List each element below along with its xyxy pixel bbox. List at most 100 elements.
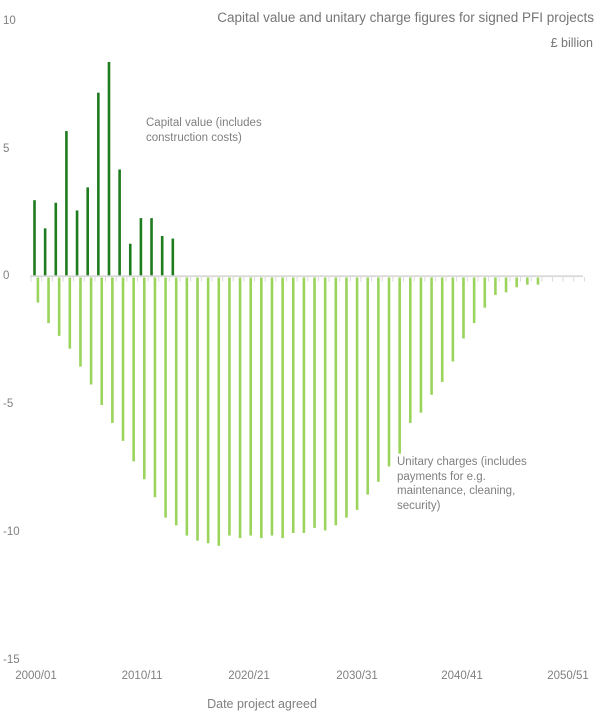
chart-title: Capital value and unitary charge figures… xyxy=(217,10,594,25)
x-axis-tick xyxy=(73,277,75,282)
capital-value-annotation: Capital value (includes construction cos… xyxy=(146,116,262,145)
unitary-charge-bar xyxy=(238,277,242,539)
x-axis-tick xyxy=(285,277,287,282)
unitary-charge-bar xyxy=(291,277,295,533)
unitary-charge-bar xyxy=(323,277,327,531)
unitary-charges-annotation-line4: security) xyxy=(397,499,441,512)
x-axis-tick xyxy=(402,277,404,282)
unitary-charge-bar xyxy=(472,277,476,324)
capital-value-bar xyxy=(75,210,79,276)
x-axis-tick xyxy=(434,277,436,282)
x-axis-tick xyxy=(498,277,500,282)
unitary-charge-bar xyxy=(111,277,114,423)
x-axis-tick xyxy=(520,277,521,282)
unitary-charge-bar xyxy=(334,277,338,526)
capital-value-bar xyxy=(128,243,132,276)
capital-value-bar xyxy=(97,92,100,276)
unitary-charge-bar xyxy=(164,277,167,518)
x-tick-label-2050-51: 2050/51 xyxy=(547,670,589,682)
x-axis-tick xyxy=(51,277,53,282)
unitary-charge-bar xyxy=(47,277,50,324)
capital-value-annotation-line1: Capital value (includes xyxy=(146,117,262,129)
x-axis-tick xyxy=(445,277,447,282)
unitary-charge-bar xyxy=(217,277,221,546)
x-axis-tick xyxy=(466,277,468,282)
x-axis-tick xyxy=(573,277,575,282)
capital-value-bar xyxy=(139,218,143,276)
x-axis-tick xyxy=(509,277,511,282)
unitary-charge-bar xyxy=(377,277,380,482)
x-axis-tick xyxy=(349,277,351,282)
capital-value-bar xyxy=(86,187,89,276)
unitary-charge-bar xyxy=(430,277,433,395)
x-axis-tick xyxy=(41,277,43,282)
unitary-charge-bar xyxy=(526,277,529,285)
unitary-charge-bar xyxy=(249,277,252,536)
x-axis-tick xyxy=(232,277,234,282)
x-tick-label-2010-11: 2010/11 xyxy=(121,670,163,682)
x-axis-tick xyxy=(179,277,181,282)
x-axis-tick xyxy=(254,277,255,282)
y-tick-label-0: 0 xyxy=(3,270,10,282)
x-axis-tick xyxy=(136,277,138,282)
x-axis-tick xyxy=(83,277,85,282)
capital-value-bar xyxy=(65,131,68,276)
unitary-charge-bar xyxy=(536,277,540,285)
capital-value-annotation-line2: construction costs) xyxy=(146,131,242,144)
capital-value-bar xyxy=(107,61,111,276)
x-axis-tick xyxy=(94,277,96,282)
capital-value-bar xyxy=(33,200,36,276)
unitary-charge-bar xyxy=(228,277,231,536)
chart-unit-label: £ billion xyxy=(550,36,593,50)
unitary-charge-bar xyxy=(462,277,465,339)
unitary-charge-bar xyxy=(387,277,391,467)
unitary-charge-bar xyxy=(451,277,455,362)
x-axis-tick xyxy=(371,277,373,282)
unitary-charge-bar xyxy=(153,277,157,498)
capital-value-bar xyxy=(150,218,153,276)
x-axis-tick xyxy=(30,277,32,282)
x-axis-tick xyxy=(264,277,266,282)
unitary-charge-bar xyxy=(121,277,125,441)
x-axis-tick xyxy=(296,277,298,282)
x-axis-tick xyxy=(424,277,426,282)
unitary-charges-annotation: Unitary charges (includes payments for e… xyxy=(397,455,527,513)
x-axis-tick xyxy=(211,277,213,282)
unitary-charge-bar xyxy=(174,277,178,526)
capital-value-bar xyxy=(118,169,121,276)
y-tick-label-5: 5 xyxy=(3,143,10,155)
x-axis-tick xyxy=(190,277,192,282)
x-axis-tick xyxy=(488,277,490,282)
x-axis-tick xyxy=(583,277,585,282)
x-axis-tick xyxy=(105,277,107,282)
x-axis-tick xyxy=(222,277,224,282)
x-axis-tick xyxy=(381,277,383,282)
unitary-charge-bar xyxy=(398,277,401,454)
capital-value-bar xyxy=(160,236,164,276)
x-tick-label-2020-21: 2020/21 xyxy=(228,670,270,682)
unitary-charge-bar xyxy=(302,277,306,533)
x-axis-tick xyxy=(168,277,170,282)
unitary-charge-bar xyxy=(206,277,210,544)
unitary-charge-bar xyxy=(57,277,61,336)
unitary-charge-bar xyxy=(143,277,146,480)
unitary-charge-bar xyxy=(440,277,444,382)
unitary-charge-bar xyxy=(196,277,199,541)
x-axis-tick xyxy=(275,277,277,282)
x-axis-tick xyxy=(126,277,128,282)
unitary-charge-bar xyxy=(100,277,104,405)
x-axis-tick xyxy=(200,277,202,282)
x-axis-tick xyxy=(243,277,245,282)
x-axis-tick xyxy=(339,277,341,282)
x-tick-label-2040-41: 2040/41 xyxy=(441,670,483,682)
unitary-charge-bar xyxy=(270,277,274,536)
x-axis-title: Date project agreed xyxy=(207,697,317,711)
y-tick-label-neg15: -15 xyxy=(3,654,20,666)
capital-value-bar xyxy=(171,238,175,276)
unitary-charge-bar xyxy=(504,277,508,293)
unitary-charge-bar xyxy=(366,277,370,495)
capital-value-bar xyxy=(54,202,58,276)
x-axis-tick xyxy=(307,277,309,282)
unitary-charges-annotation-line3: maintenance, cleaning, xyxy=(397,485,516,497)
